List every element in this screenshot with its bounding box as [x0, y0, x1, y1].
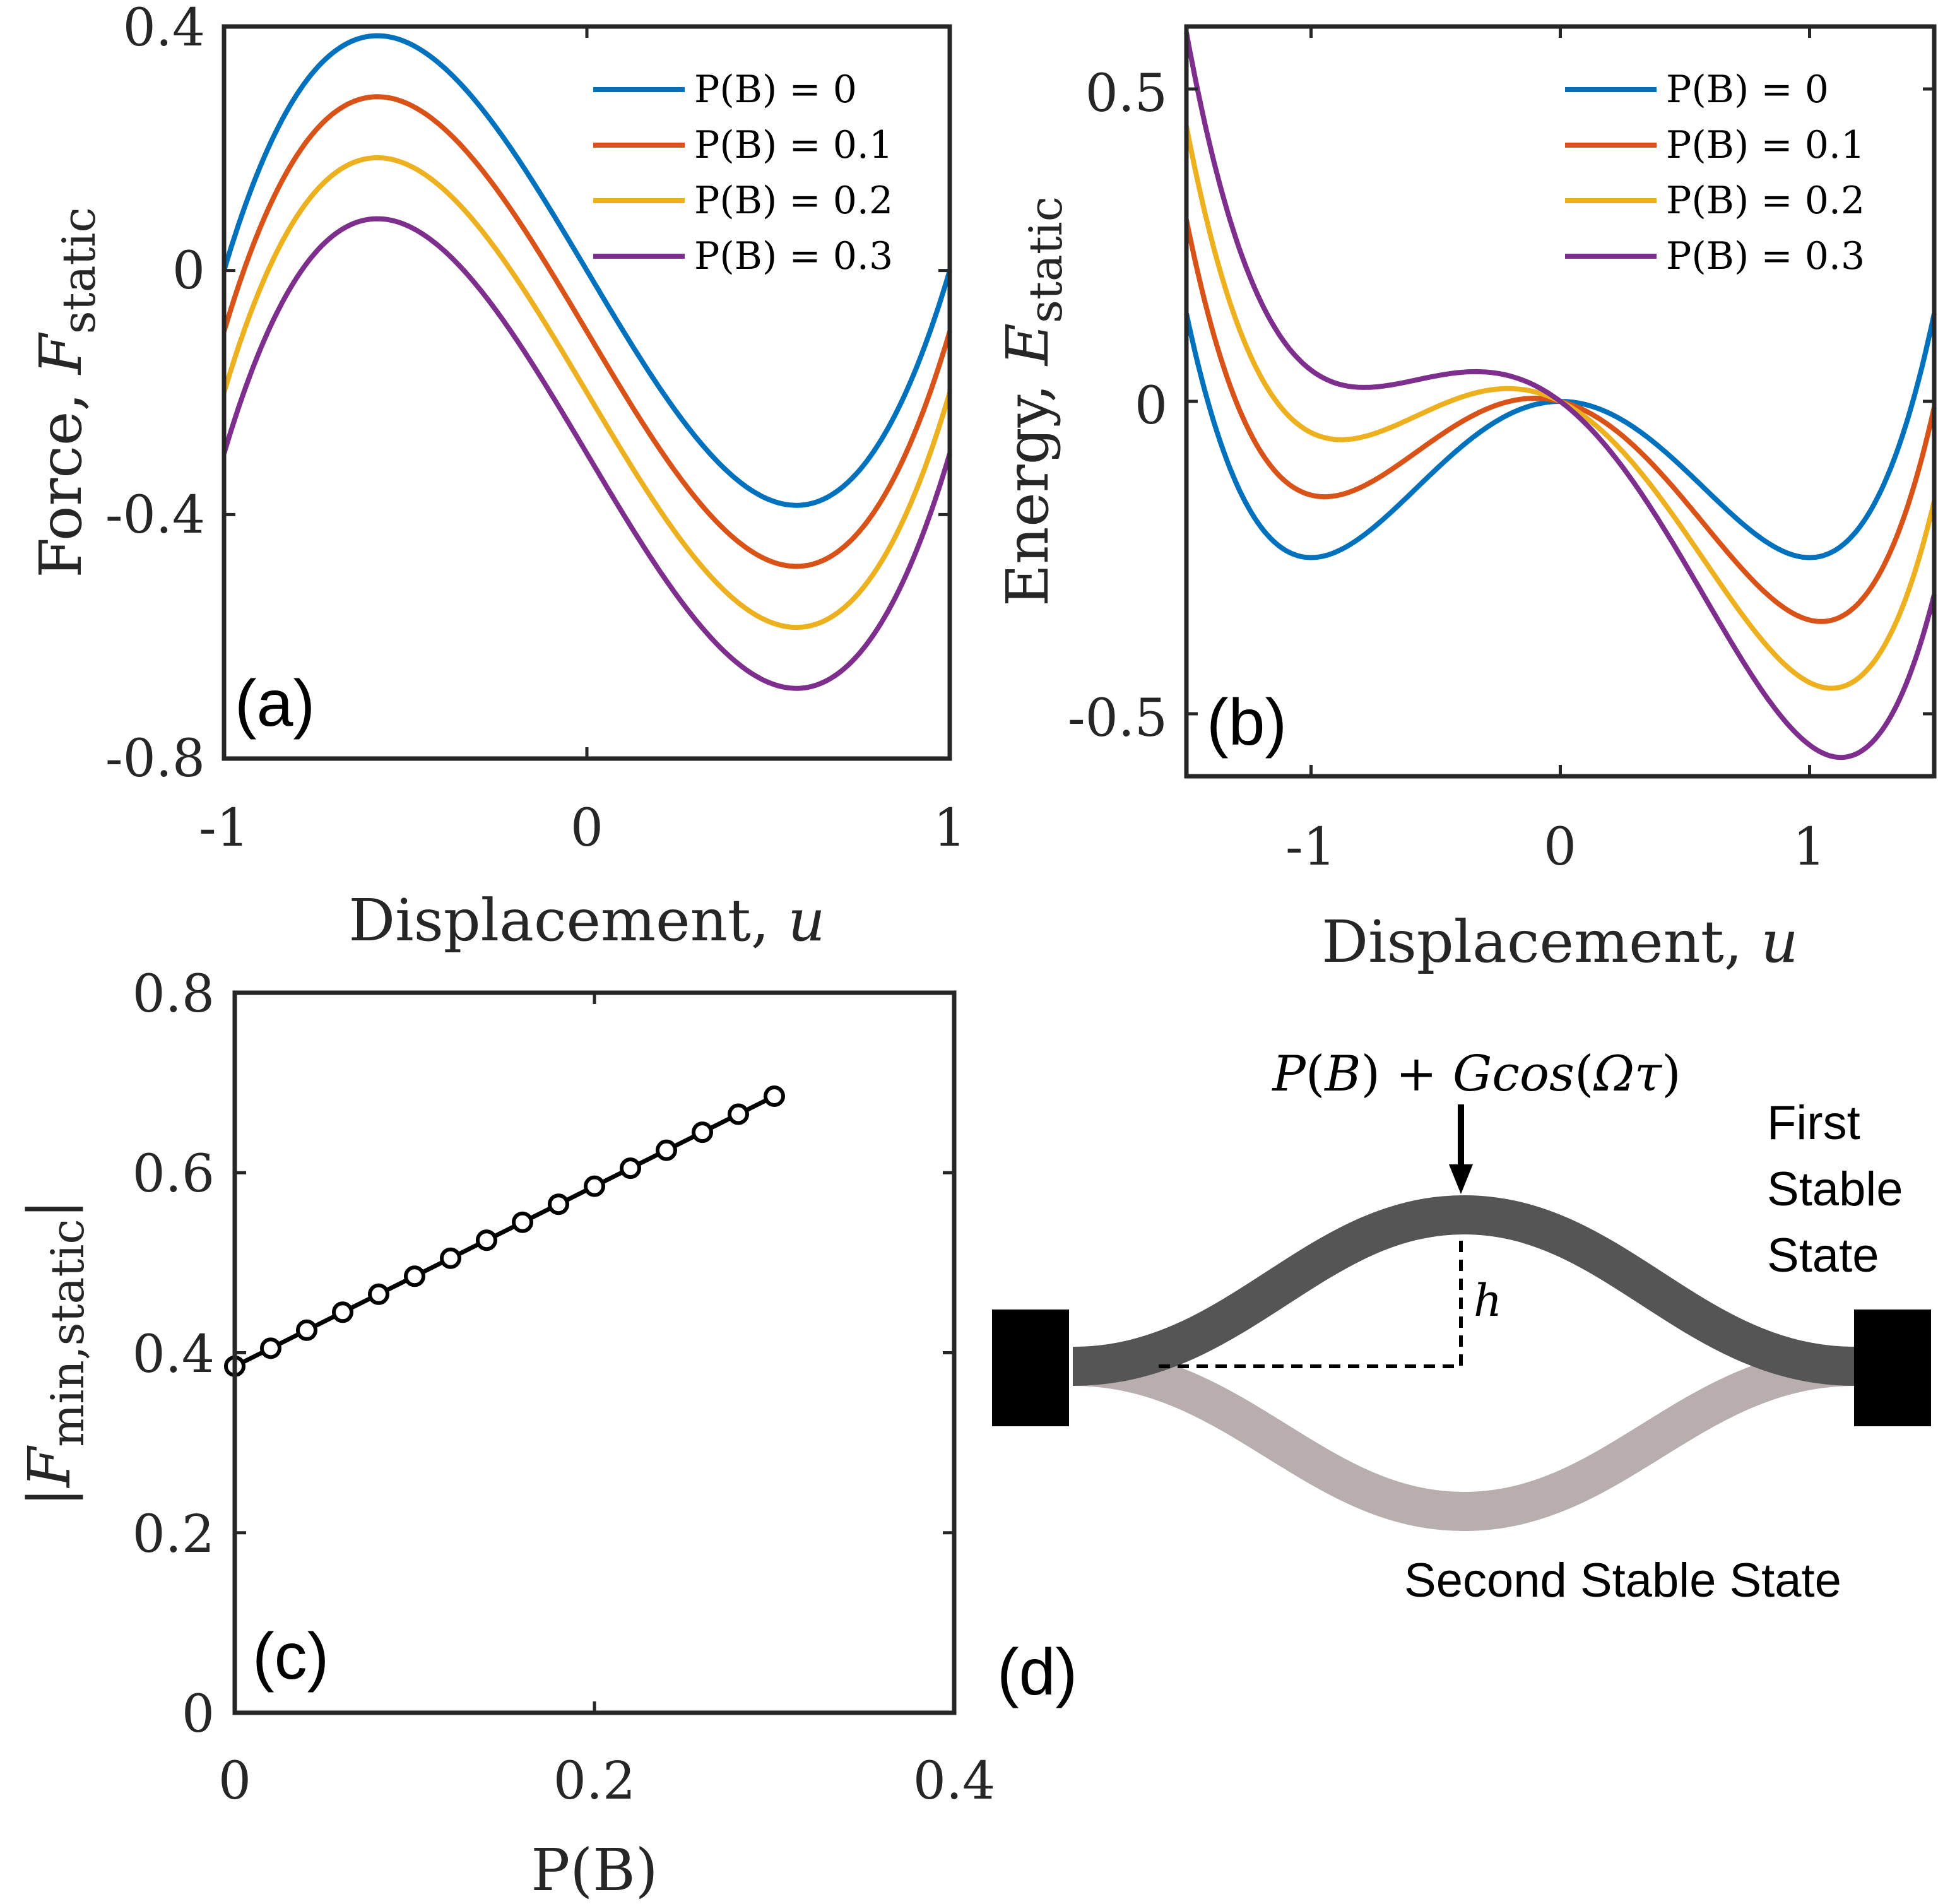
- b-ytick-label-1: 0: [1135, 376, 1167, 436]
- first-state-label-line-2: Stable: [1767, 1162, 1903, 1216]
- panel-c-ticks: [233, 991, 956, 1715]
- force-arrow-head: [1449, 1164, 1473, 1194]
- c-point-14: [728, 1103, 749, 1125]
- legend-a-label-2: P(B) = 0.2: [694, 179, 893, 223]
- panel-a-legend: P(B) = 0 P(B) = 0.1 P(B) = 0.2 P(B) = 0.…: [593, 68, 893, 278]
- a-ytick-label-0: -0.8: [105, 729, 205, 789]
- b-series-line-0: [1184, 312, 1937, 560]
- panel-b-legend: P(B) = 0 P(B) = 0.1 P(B) = 0.2 P(B) = 0.…: [1565, 68, 1865, 278]
- a-series-line-1: [222, 94, 952, 569]
- first-state-label-line-1: First: [1767, 1096, 1860, 1150]
- a-x-axis-label: Displacement, u: [348, 887, 825, 954]
- beam-first-stable-state: [1072, 1195, 1856, 1386]
- c-series-line: [233, 1094, 776, 1369]
- height-label: h: [1474, 1275, 1502, 1327]
- panel-a-label: (a): [235, 667, 315, 740]
- panel-a-ticks: [222, 25, 952, 760]
- b-series-line-1: [1184, 219, 1937, 624]
- c-point-3: [332, 1301, 353, 1323]
- c-xtick-label-2: 0.4: [913, 1751, 995, 1811]
- b-series-line-3: [1184, 32, 1937, 760]
- b-ytick-label-2: 0.5: [1085, 64, 1167, 124]
- c-y-axis-label: |Fmin,static|: [16, 1199, 94, 1507]
- c-point-1: [260, 1337, 281, 1359]
- panel-c-axes-frame: [232, 990, 957, 1715]
- c-ytick-label-3: 0.6: [133, 1144, 215, 1204]
- c-point-6: [440, 1247, 461, 1269]
- c-x-axis-label: P(B): [531, 1836, 658, 1904]
- panel-b-energy-chart: P(B) = 0 P(B) = 0.1 P(B) = 0.2 P(B) = 0.…: [994, 24, 1937, 976]
- b-x-axis-label: Displacement, u: [1321, 908, 1798, 976]
- c-point-9: [548, 1193, 569, 1215]
- left-support: [992, 1310, 1069, 1426]
- legend-b-label-1: P(B) = 0.1: [1666, 123, 1865, 167]
- force-label: P(B) + Gcos(Ωτ): [1271, 1046, 1681, 1103]
- a-ytick-label-3: 0.4: [123, 0, 205, 58]
- c-ytick-label-2: 0.4: [133, 1325, 215, 1385]
- a-xtick-label-0: -1: [199, 798, 249, 858]
- panel-d-beam-diagram: h P(B) + Gcos(Ωτ) First Stable State Sec…: [992, 1046, 1931, 1709]
- legend-a-label-0: P(B) = 0: [694, 68, 857, 112]
- c-point-13: [692, 1121, 713, 1144]
- c-xtick-label-0: 0: [218, 1751, 251, 1811]
- first-state-label-line-3: State: [1767, 1229, 1879, 1282]
- legend-a-label-1: P(B) = 0.1: [694, 123, 893, 167]
- a-series-line-3: [222, 216, 952, 691]
- c-ytick-label-1: 0.2: [133, 1505, 215, 1564]
- panel-c-label: (c): [252, 1620, 329, 1693]
- c-point-7: [476, 1229, 497, 1251]
- a-xtick-label-1: 0: [570, 798, 603, 858]
- b-ytick-label-0: -0.5: [1068, 689, 1167, 748]
- panel-c-fmin-chart: 0 0.2 0.4 0 0.2 0.4 0.6 0.8 P(B) |Fmin,s…: [16, 964, 995, 1904]
- b-xtick-label-0: -1: [1285, 817, 1336, 877]
- a-y-axis-label: Force, Fstatic: [27, 207, 105, 578]
- a-xtick-label-2: 1: [933, 798, 966, 858]
- c-point-4: [368, 1283, 389, 1305]
- panel-b-label: (b): [1207, 686, 1287, 759]
- c-point-10: [584, 1175, 605, 1197]
- b-xtick-label-2: 1: [1793, 817, 1826, 877]
- c-xtick-label-1: 0.2: [553, 1751, 635, 1811]
- c-point-11: [620, 1157, 641, 1180]
- b-xtick-label-1: 0: [1544, 817, 1576, 877]
- legend-b-label-2: P(B) = 0.2: [1666, 179, 1865, 223]
- right-support: [1854, 1310, 1931, 1426]
- legend-b-label-0: P(B) = 0: [1666, 68, 1829, 112]
- panel-a-force-chart: P(B) = 0 P(B) = 0.1 P(B) = 0.2 P(B) = 0.…: [27, 0, 966, 954]
- c-point-2: [296, 1319, 317, 1341]
- panel-d-label: (d): [997, 1636, 1077, 1709]
- panel-b-series-group: [1184, 32, 1937, 760]
- c-ytick-label-0: 0: [182, 1684, 215, 1744]
- c-point-12: [656, 1139, 677, 1161]
- a-series-line-0: [222, 33, 952, 508]
- panel-a-series-group: [222, 33, 952, 691]
- c-ytick-label-4: 0.8: [133, 964, 215, 1024]
- panel-c-series-group: [224, 1085, 785, 1377]
- c-point-8: [512, 1211, 533, 1233]
- b-y-axis-label: Energy, Estatic: [994, 196, 1072, 606]
- panel-b-ticks: [1186, 27, 1934, 776]
- beam-second-stable-state: [1072, 1347, 1856, 1532]
- height-dimension-line: [1159, 1237, 1463, 1368]
- c-point-5: [404, 1265, 425, 1287]
- second-state-label: Second Stable State: [1404, 1554, 1841, 1607]
- c-point-15: [764, 1085, 785, 1107]
- legend-a-label-3: P(B) = 0.3: [694, 234, 893, 278]
- a-series-line-2: [222, 155, 952, 630]
- a-ytick-label-2: 0: [172, 241, 205, 301]
- a-ytick-label-1: -0.4: [105, 485, 205, 545]
- legend-b-label-3: P(B) = 0.3: [1666, 234, 1865, 278]
